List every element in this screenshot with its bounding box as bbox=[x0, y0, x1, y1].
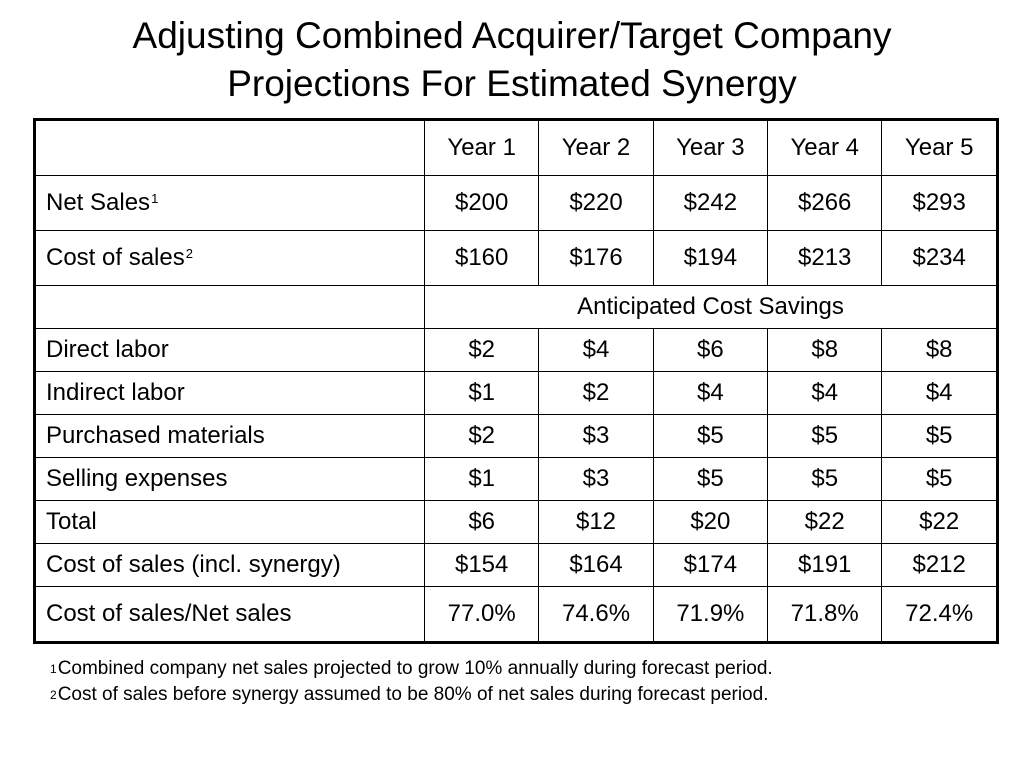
selling-expenses-year-2: $3 bbox=[538, 457, 654, 501]
table-row-cost-incl-synergy: Cost of sales (incl. synergy) $154 $164 … bbox=[34, 543, 998, 587]
header-year-3: Year 3 bbox=[652, 119, 769, 176]
indirect-labor-year-1: $1 bbox=[423, 371, 540, 415]
cost-ratio-year-1: 77.0% bbox=[423, 586, 540, 643]
table-row-total: Total $6 $12 $20 $22 $22 bbox=[34, 500, 998, 544]
table-row-indirect-labor: Indirect labor $1 $2 $4 $4 $4 bbox=[34, 371, 998, 415]
table-row-direct-labor: Direct labor $2 $4 $6 $8 $8 bbox=[34, 328, 998, 372]
cost-of-sales-year-5: $234 bbox=[881, 230, 998, 286]
title-line-2: Projections For Estimated Synergy bbox=[227, 63, 797, 104]
cost-ratio-year-5: 72.4% bbox=[881, 586, 998, 643]
selling-expenses-year-4: $5 bbox=[767, 457, 883, 501]
footnote-text-2: Cost of sales before synergy assumed to … bbox=[57, 684, 769, 705]
indirect-labor-year-3: $4 bbox=[652, 371, 769, 415]
header-year-2: Year 2 bbox=[538, 119, 654, 176]
purchased-materials-year-4: $5 bbox=[767, 414, 883, 458]
footnote-ref-1: 1 bbox=[151, 191, 159, 206]
table-row-net-sales: Net Sales1 $200 $220 $242 $266 $293 bbox=[34, 175, 998, 231]
purchased-materials-year-5: $5 bbox=[881, 414, 998, 458]
direct-labor-year-5: $8 bbox=[881, 328, 998, 372]
net-sales-label-text: Net Sales bbox=[46, 189, 151, 216]
row-label-cost-incl-synergy: Cost of sales (incl. synergy) bbox=[34, 543, 425, 587]
direct-labor-year-3: $6 bbox=[652, 328, 769, 372]
table-row-section-header: Anticipated Cost Savings bbox=[34, 285, 998, 329]
cost-incl-synergy-year-1: $154 bbox=[423, 543, 540, 587]
selling-expenses-year-3: $5 bbox=[652, 457, 769, 501]
cost-of-sales-label-text: Cost of sales bbox=[46, 244, 185, 271]
footnote-text-1: Combined company net sales projected to … bbox=[57, 658, 773, 679]
slide-title: Adjusting Combined Acquirer/Target Compa… bbox=[0, 12, 1024, 108]
cost-of-sales-year-4: $213 bbox=[767, 230, 883, 286]
total-year-5: $22 bbox=[881, 500, 998, 544]
purchased-materials-year-3: $5 bbox=[652, 414, 769, 458]
net-sales-year-4: $266 bbox=[767, 175, 883, 231]
net-sales-year-3: $242 bbox=[652, 175, 769, 231]
footnotes: 1Combined company net sales projected to… bbox=[50, 656, 773, 708]
row-label-purchased-materials: Purchased materials bbox=[34, 414, 425, 458]
row-label-cost-of-sales: Cost of sales2 bbox=[34, 230, 425, 286]
row-label-net-sales: Net Sales1 bbox=[34, 175, 425, 231]
indirect-labor-year-4: $4 bbox=[767, 371, 883, 415]
header-year-5: Year 5 bbox=[881, 119, 998, 176]
section-empty-cell bbox=[34, 285, 425, 329]
title-line-1: Adjusting Combined Acquirer/Target Compa… bbox=[132, 15, 892, 56]
table-row-cost-of-sales: Cost of sales2 $160 $176 $194 $213 $234 bbox=[34, 230, 998, 286]
row-label-direct-labor: Direct labor bbox=[34, 328, 425, 372]
total-year-4: $22 bbox=[767, 500, 883, 544]
direct-labor-year-4: $8 bbox=[767, 328, 883, 372]
total-year-1: $6 bbox=[423, 500, 540, 544]
footnote-mark-2: 2 bbox=[50, 688, 57, 702]
row-label-indirect-labor: Indirect labor bbox=[34, 371, 425, 415]
section-label-anticipated-cost-savings: Anticipated Cost Savings bbox=[424, 285, 998, 329]
cost-of-sales-year-2: $176 bbox=[538, 230, 654, 286]
header-corner-cell bbox=[34, 119, 425, 176]
table-row-selling-expenses: Selling expenses $1 $3 $5 $5 $5 bbox=[34, 457, 998, 501]
synergy-projection-table: Year 1 Year 2 Year 3 Year 4 Year 5 Net S… bbox=[33, 118, 999, 644]
row-label-total: Total bbox=[34, 500, 425, 544]
row-label-selling-expenses: Selling expenses bbox=[34, 457, 425, 501]
footnote-ref-2: 2 bbox=[185, 246, 193, 261]
cost-incl-synergy-year-2: $164 bbox=[538, 543, 654, 587]
indirect-labor-year-5: $4 bbox=[881, 371, 998, 415]
cost-ratio-year-3: 71.9% bbox=[652, 586, 769, 643]
cost-incl-synergy-year-4: $191 bbox=[767, 543, 883, 587]
direct-labor-year-1: $2 bbox=[423, 328, 540, 372]
table-row-purchased-materials: Purchased materials $2 $3 $5 $5 $5 bbox=[34, 414, 998, 458]
purchased-materials-year-2: $3 bbox=[538, 414, 654, 458]
cost-incl-synergy-year-3: $174 bbox=[652, 543, 769, 587]
cost-incl-synergy-year-5: $212 bbox=[881, 543, 998, 587]
total-year-2: $12 bbox=[538, 500, 654, 544]
header-year-4: Year 4 bbox=[767, 119, 883, 176]
net-sales-year-5: $293 bbox=[881, 175, 998, 231]
total-year-3: $20 bbox=[652, 500, 769, 544]
header-year-1: Year 1 bbox=[423, 119, 540, 176]
header-row: Year 1 Year 2 Year 3 Year 4 Year 5 bbox=[34, 119, 998, 176]
indirect-labor-year-2: $2 bbox=[538, 371, 654, 415]
net-sales-year-1: $200 bbox=[423, 175, 540, 231]
cost-of-sales-year-1: $160 bbox=[423, 230, 540, 286]
row-label-cost-ratio: Cost of sales/Net sales bbox=[34, 586, 425, 643]
table-row-cost-ratio: Cost of sales/Net sales 77.0% 74.6% 71.9… bbox=[34, 586, 998, 643]
net-sales-year-2: $220 bbox=[538, 175, 654, 231]
footnote-1: 1Combined company net sales projected to… bbox=[50, 656, 773, 682]
footnote-2: 2Cost of sales before synergy assumed to… bbox=[50, 682, 773, 708]
footnote-mark-1: 1 bbox=[50, 662, 57, 676]
selling-expenses-year-5: $5 bbox=[881, 457, 998, 501]
direct-labor-year-2: $4 bbox=[538, 328, 654, 372]
cost-of-sales-year-3: $194 bbox=[652, 230, 769, 286]
cost-ratio-year-2: 74.6% bbox=[538, 586, 654, 643]
cost-ratio-year-4: 71.8% bbox=[767, 586, 883, 643]
purchased-materials-year-1: $2 bbox=[423, 414, 540, 458]
selling-expenses-year-1: $1 bbox=[423, 457, 540, 501]
